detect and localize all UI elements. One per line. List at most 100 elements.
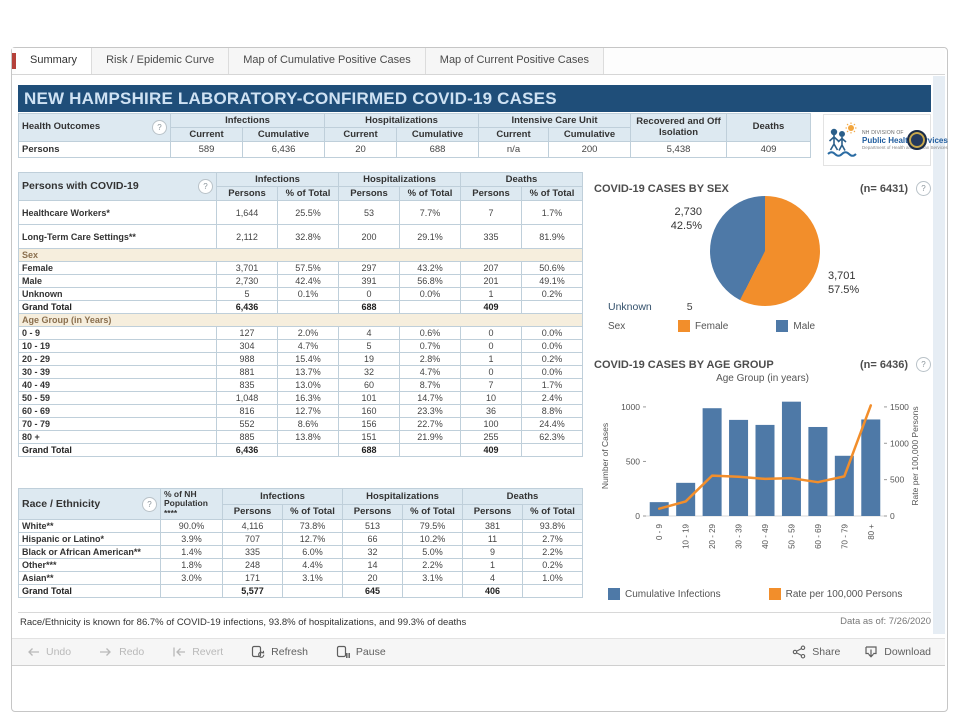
cell xyxy=(277,443,339,457)
bar-50-59[interactable] xyxy=(781,401,801,516)
pie-annotation-line: 42.5% xyxy=(670,219,702,232)
scrollbar-track[interactable] xyxy=(933,76,945,634)
sub-header: Current xyxy=(170,127,243,142)
col-group-deaths: Deaths xyxy=(460,172,583,187)
persons-with-covid-table: Persons with COVID-19? Infections Hospital… xyxy=(18,172,583,457)
pause-button[interactable]: Pause xyxy=(336,645,386,659)
bar-10-19[interactable] xyxy=(676,482,696,516)
rate-line[interactable] xyxy=(657,404,873,510)
cell: 24.4% xyxy=(521,417,583,431)
cell: 0.6% xyxy=(399,326,461,340)
tab-summary[interactable]: Summary xyxy=(16,48,93,74)
col-group-infections: Infections xyxy=(170,113,325,128)
logo-graphic-icon xyxy=(827,122,857,157)
sex-pie-chart[interactable]: 2,730 42.5% 3,701 57.5% xyxy=(594,196,931,308)
revert-button[interactable]: Revert xyxy=(172,646,223,658)
row-label: 40 - 49 xyxy=(18,378,217,392)
legend-swatch-female xyxy=(678,320,690,332)
cell: 0 xyxy=(460,365,522,379)
cell: 8.6% xyxy=(277,417,339,431)
legend-label: Male xyxy=(793,320,816,332)
cell: 2.8% xyxy=(399,352,461,366)
age-bar-chart-svg[interactable]: 0 500 1000 0 500 1000 1500 0 - 9 10 - 19 20 - 29 3… xyxy=(594,388,931,560)
state-seal-icon xyxy=(907,130,927,150)
undo-button[interactable]: Undo xyxy=(26,646,71,658)
legend-item-rate-per-100-000-persons[interactable]: Rate per 100,000 Persons xyxy=(768,588,902,600)
cell: 688 xyxy=(396,141,479,158)
legend-item-female[interactable]: Female xyxy=(678,320,728,332)
cell: 1,644 xyxy=(216,200,278,225)
sub-header: Persons xyxy=(216,186,278,201)
table-row: 60 - 69 816 12.7% 160 23.3% 36 8.8% xyxy=(18,404,583,418)
health-outcomes-table: Health Outcomes? Infections Hospitalizatio… xyxy=(18,113,811,158)
cell: 0.0% xyxy=(399,287,461,301)
redo-button[interactable]: Redo xyxy=(99,646,144,658)
help-icon[interactable]: ? xyxy=(916,357,931,372)
cell: 12.7% xyxy=(282,532,343,547)
cell: 29.1% xyxy=(399,224,461,249)
bar-80[interactable] xyxy=(861,419,881,516)
row-label: Grand Total xyxy=(18,443,217,457)
cell: 53 xyxy=(338,200,400,225)
tab-risk-epidemic-curve[interactable]: Risk / Epidemic Curve xyxy=(92,48,230,74)
cell: 0.1% xyxy=(277,287,339,301)
col-group-hospitalizations: Hospitalizations xyxy=(324,113,479,128)
bar-70-79[interactable] xyxy=(834,455,854,516)
toolbar: Undo Redo Revert Refresh Pause Share Download xyxy=(12,638,945,666)
share-button[interactable]: Share xyxy=(792,645,840,659)
legend-item-male[interactable]: Male xyxy=(776,320,815,332)
col-group-infections: Infections xyxy=(222,488,343,505)
unknown-label: Unknown xyxy=(608,301,652,313)
cell: 0 xyxy=(338,287,400,301)
cell: 3,701 xyxy=(216,261,278,275)
cell: 2,730 xyxy=(216,274,278,288)
bar-60-69[interactable] xyxy=(808,426,828,516)
sub-header: Persons xyxy=(342,503,403,521)
help-icon[interactable]: ? xyxy=(916,181,931,196)
cell xyxy=(399,300,461,314)
undo-icon xyxy=(26,646,40,658)
bar-30-39[interactable] xyxy=(729,419,749,516)
pie-annotation-line: 3,701 xyxy=(828,270,856,282)
cell: 8.8% xyxy=(521,404,583,418)
legend-item-cumulative-infections[interactable]: Cumulative Infections xyxy=(608,588,721,600)
row-label: 80 + xyxy=(18,430,217,444)
race-ethnicity-table-title: Race / Ethnicity? xyxy=(18,487,161,521)
help-icon[interactable]: ? xyxy=(152,120,167,135)
cell: 21.9% xyxy=(399,430,461,444)
cell: 66 xyxy=(342,532,403,547)
cell: 4 xyxy=(338,326,400,340)
row-label: Unknown xyxy=(18,287,217,301)
redo-icon xyxy=(99,646,113,658)
cell: 160 xyxy=(338,404,400,418)
cell: 3.1% xyxy=(402,571,463,586)
bar-40-49[interactable] xyxy=(755,424,775,516)
help-icon[interactable]: ? xyxy=(198,179,213,194)
legend-swatch-male xyxy=(776,320,789,332)
sub-header: % of Total xyxy=(521,186,583,201)
redo-label: Redo xyxy=(119,646,145,658)
cell: 7.7% xyxy=(399,200,461,225)
cell: 93.8% xyxy=(522,519,583,534)
cell: 988 xyxy=(216,352,278,366)
table-title-text: Health Outcomes xyxy=(22,121,101,133)
cell: 1.4% xyxy=(160,545,223,560)
table-row: Grand Total 6,436 688 409 xyxy=(18,443,583,457)
sub-header: Persons xyxy=(462,503,523,521)
cell: 6,436 xyxy=(242,141,325,158)
cell: 2.4% xyxy=(521,391,583,405)
tab-map-of-cumulative-positive-cases[interactable]: Map of Cumulative Positive Cases xyxy=(229,48,426,74)
bar-20-29[interactable] xyxy=(702,408,722,516)
cell: 6.0% xyxy=(282,545,343,560)
refresh-button[interactable]: Refresh xyxy=(251,645,308,659)
download-button[interactable]: Download xyxy=(864,645,931,659)
cell: 0 xyxy=(460,339,522,353)
cell: 10 xyxy=(460,391,522,405)
table-row: Asian** 3.0% 171 3.1% 20 3.1% 4 1.0% xyxy=(18,571,583,586)
cell: 49.1% xyxy=(521,274,583,288)
pie[interactable] xyxy=(710,196,820,306)
tab-map-of-current-positive-cases[interactable]: Map of Current Positive Cases xyxy=(425,48,604,74)
cell: 0.0% xyxy=(521,339,583,353)
help-icon[interactable]: ? xyxy=(142,496,157,512)
row-label: 70 - 79 xyxy=(18,417,217,431)
